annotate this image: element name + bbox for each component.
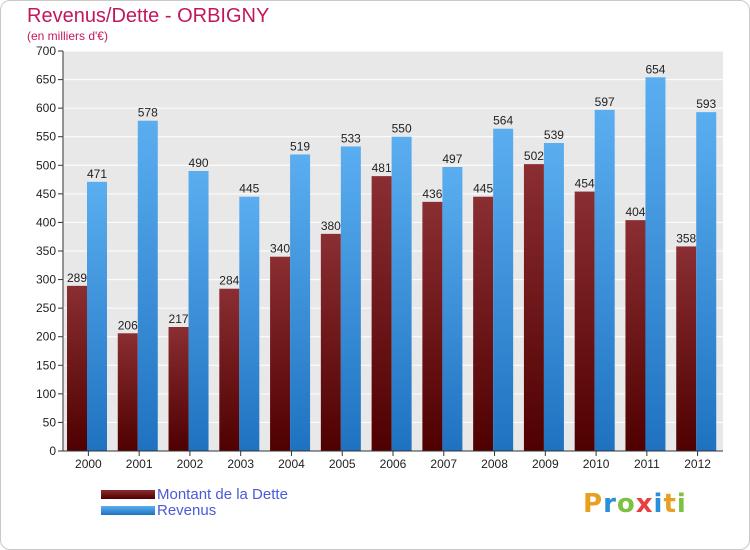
logo-letter: r [603, 489, 617, 519]
y-tick-label: 100 [36, 387, 56, 401]
value-label-dette: 502 [524, 149, 544, 163]
logo-letter: t [663, 489, 677, 519]
bar-dette [676, 246, 697, 451]
bar-revenus [188, 171, 209, 451]
bar-dette [473, 196, 494, 451]
bar-dette [422, 201, 443, 451]
value-label-dette: 380 [321, 219, 341, 233]
legend-label-revenus: Revenus [157, 502, 217, 519]
y-tick-label: 300 [36, 273, 56, 287]
x-tick-label: 2011 [634, 457, 660, 471]
value-label-revenus: 578 [138, 106, 158, 120]
value-label-revenus: 593 [696, 97, 716, 111]
bar-revenus [87, 181, 107, 451]
bar-dette [371, 176, 392, 451]
bar-dette [320, 233, 341, 451]
value-label-dette: 217 [169, 312, 189, 326]
y-tick-label: 150 [36, 358, 56, 372]
x-tick-label: 2005 [329, 457, 356, 471]
x-tick-label: 2001 [126, 457, 153, 471]
bar-dette [67, 285, 87, 451]
x-tick-label: 2010 [583, 457, 610, 471]
bar-revenus [543, 143, 564, 451]
logo-letter: i [653, 489, 664, 519]
value-label-dette: 404 [625, 205, 645, 219]
bar-dette [117, 333, 138, 451]
value-label-revenus: 490 [189, 156, 209, 170]
value-label-dette: 454 [575, 177, 595, 191]
logo-letter: P [583, 489, 604, 519]
x-tick-label: 2012 [684, 457, 711, 471]
x-tick-label: 2006 [380, 457, 407, 471]
bar-dette [270, 256, 291, 451]
value-label-revenus: 550 [392, 122, 412, 136]
value-label-revenus: 519 [290, 139, 310, 153]
y-tick-label: 400 [36, 215, 56, 229]
y-tick-label: 250 [36, 301, 56, 315]
y-tick-label: 50 [43, 415, 57, 429]
y-tick-label: 200 [36, 330, 56, 344]
x-tick-label: 2002 [177, 457, 204, 471]
bar-revenus [239, 196, 260, 451]
bar-revenus [137, 120, 158, 451]
y-tick-label: 450 [36, 187, 56, 201]
proxiti-logo: Proxiti [583, 489, 687, 519]
legend-swatch-dette [101, 490, 155, 499]
chart-title: Revenus/Dette - ORBIGNY [27, 5, 270, 27]
value-label-dette: 358 [676, 231, 696, 245]
value-label-dette: 284 [219, 274, 239, 288]
bar-revenus [442, 167, 463, 451]
chart-subtitle: (en milliers d'€) [27, 29, 108, 43]
y-tick-label: 350 [36, 244, 56, 258]
value-label-dette: 445 [473, 182, 493, 196]
bar-revenus [696, 112, 717, 452]
bar-dette [219, 288, 240, 451]
value-label-revenus: 533 [341, 131, 361, 145]
value-label-dette: 206 [118, 318, 138, 332]
y-tick-label: 500 [36, 158, 56, 172]
bar-revenus [290, 154, 311, 451]
legend-swatch-revenus [101, 506, 155, 515]
bar-revenus [645, 77, 666, 452]
bar-revenus [594, 109, 615, 451]
logo-letter: i [676, 489, 687, 519]
bar-dette [523, 164, 544, 451]
bar-revenus [391, 136, 412, 451]
value-label-dette: 289 [67, 271, 87, 285]
x-tick-label: 2003 [227, 457, 254, 471]
y-tick-label: 550 [36, 130, 56, 144]
y-tick-label: 600 [36, 101, 56, 115]
x-tick-label: 2008 [481, 457, 508, 471]
x-tick-label: 2007 [430, 457, 457, 471]
bar-dette [168, 327, 189, 451]
legend-label-dette: Montant de la Dette [157, 486, 288, 503]
bar-dette [574, 191, 595, 452]
value-label-revenus: 654 [645, 62, 665, 76]
y-tick-label: 0 [49, 444, 56, 458]
x-tick-label: 2004 [278, 457, 305, 471]
value-label-revenus: 471 [87, 167, 107, 181]
bar-revenus [493, 128, 514, 451]
logo-letter: o [616, 489, 636, 519]
value-label-dette: 481 [372, 161, 392, 175]
value-label-dette: 340 [270, 242, 290, 256]
value-label-revenus: 445 [239, 182, 259, 196]
value-label-revenus: 497 [442, 152, 462, 166]
value-label-revenus: 539 [544, 128, 564, 142]
value-label-revenus: 597 [595, 95, 615, 109]
y-tick-label: 650 [36, 73, 56, 87]
value-label-revenus: 564 [493, 114, 513, 128]
bar-revenus [340, 146, 361, 451]
value-label-dette: 436 [422, 187, 442, 201]
bar-dette [625, 220, 646, 451]
x-tick-label: 2009 [532, 457, 559, 471]
y-tick-label: 700 [36, 44, 56, 58]
x-tick-label: 2000 [75, 457, 102, 471]
logo-letter: x [635, 489, 654, 519]
